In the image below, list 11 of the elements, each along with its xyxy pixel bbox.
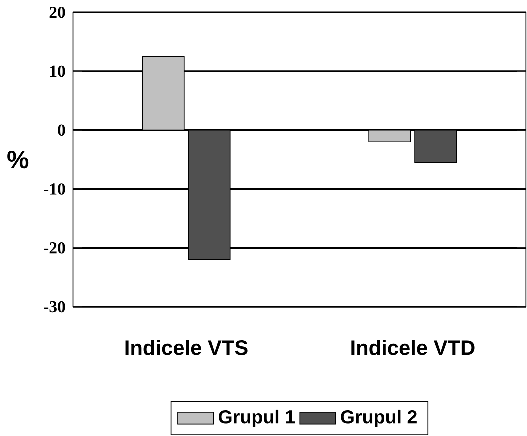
legend-label: Grupul 1 — [219, 410, 295, 428]
legend-label: Grupul 2 — [341, 410, 417, 428]
x-tick-label: Indicele VTS — [126, 340, 248, 356]
y-tick-label: 20 — [50, 7, 66, 18]
y-axis-title: % — [8, 151, 29, 169]
y-tick-label: -20 — [44, 242, 66, 254]
y-tick-label: 10 — [50, 66, 66, 78]
y-tick-label: -10 — [44, 184, 66, 196]
y-tick-label: 0 — [58, 124, 66, 136]
y-tick-label: -30 — [44, 302, 66, 313]
x-tick-label: Indicele VTD — [352, 340, 475, 356]
